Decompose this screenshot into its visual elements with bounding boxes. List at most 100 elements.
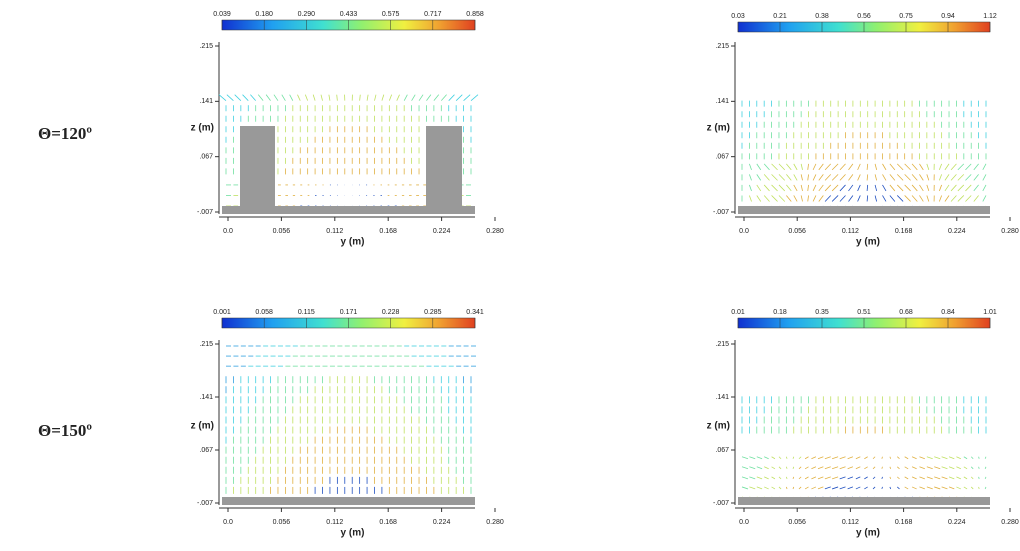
vector xyxy=(289,94,294,101)
vector xyxy=(778,486,782,490)
vector xyxy=(281,94,286,101)
vector xyxy=(798,466,802,470)
vector xyxy=(831,466,839,470)
vector xyxy=(970,486,974,490)
y-tick-label: -.007 xyxy=(713,500,729,507)
vector xyxy=(359,94,361,101)
vector xyxy=(785,486,788,490)
vector xyxy=(874,195,878,202)
vector xyxy=(793,195,798,202)
vector xyxy=(982,195,987,202)
floor xyxy=(222,497,475,505)
y-tick-label: .141 xyxy=(715,98,729,105)
vector xyxy=(756,174,762,181)
vector xyxy=(817,486,824,490)
x-tick-label: 0.056 xyxy=(273,228,291,235)
vector xyxy=(970,466,974,470)
y-tick-label: .215 xyxy=(715,341,729,348)
vector xyxy=(756,195,762,202)
vector xyxy=(855,486,861,490)
colorbar-label: 1.01 xyxy=(983,309,997,316)
vector xyxy=(957,174,965,181)
vector xyxy=(904,466,909,470)
vector xyxy=(812,195,817,202)
vector xyxy=(831,174,839,181)
vector xyxy=(812,163,817,171)
vector xyxy=(242,94,249,101)
x-tick-label: 0.280 xyxy=(1001,519,1019,526)
row-label: Θ=120º xyxy=(38,124,92,143)
vector xyxy=(403,94,408,101)
vector xyxy=(973,174,979,181)
vector xyxy=(948,456,955,460)
y-tick-label: .067 xyxy=(715,447,729,454)
panel: 0.039 0.180 0.290 0.433 0.575 0.717 0.858 .215.… xyxy=(191,11,504,248)
vector xyxy=(234,94,242,101)
vector xyxy=(818,184,824,192)
vector xyxy=(911,456,917,460)
y-tick-label: .215 xyxy=(199,43,213,50)
z-axis-label: z (m) xyxy=(191,421,214,432)
x-tick-label: 0.224 xyxy=(433,228,451,235)
vector xyxy=(982,174,987,181)
vector xyxy=(778,466,782,470)
vector xyxy=(864,486,868,490)
vector xyxy=(839,456,846,460)
vector xyxy=(948,476,955,480)
vector xyxy=(965,174,972,181)
vector xyxy=(388,94,393,101)
vector xyxy=(926,486,933,490)
vector xyxy=(866,184,869,191)
vector xyxy=(749,163,752,171)
vector xyxy=(911,163,918,171)
x-tick-label: 0.056 xyxy=(788,519,806,526)
vector xyxy=(778,174,786,181)
panel: 0.01 0.18 0.35 0.51 0.68 0.84 1.01 .215 .141 .067… xyxy=(707,309,1019,539)
vector xyxy=(824,456,831,460)
colorbar-label: 0.84 xyxy=(941,309,955,316)
colorbar-label: 0.75 xyxy=(899,13,913,20)
colorbar-label: 0.228 xyxy=(382,309,400,316)
vector xyxy=(934,486,941,490)
x-axis-label: y (m) xyxy=(856,528,880,539)
vector xyxy=(756,184,762,192)
vector xyxy=(926,456,933,460)
colorbar-label: 0.575 xyxy=(382,11,400,18)
vector xyxy=(984,456,987,459)
vector xyxy=(824,163,832,171)
vector xyxy=(919,476,925,480)
vector xyxy=(978,456,980,459)
vector xyxy=(778,184,786,192)
vector xyxy=(792,466,795,469)
vector xyxy=(956,476,961,480)
vector xyxy=(839,476,846,480)
vector xyxy=(864,466,868,470)
vector xyxy=(793,174,798,181)
colorbar-label: 0.51 xyxy=(857,309,871,316)
vector xyxy=(874,184,878,192)
vector xyxy=(848,195,854,202)
vector xyxy=(982,163,987,171)
vector xyxy=(896,174,904,181)
vector xyxy=(749,195,752,202)
vector xyxy=(226,94,234,101)
vector xyxy=(741,466,749,470)
colorbar-label: 0.18 xyxy=(773,309,787,316)
vector xyxy=(741,476,749,480)
vector xyxy=(250,94,256,101)
vector xyxy=(817,456,824,460)
vector xyxy=(785,456,788,459)
vector xyxy=(785,466,788,469)
vector xyxy=(800,163,803,170)
vector xyxy=(984,476,987,480)
colorbar-label: 0.35 xyxy=(815,309,829,316)
vector xyxy=(366,94,369,101)
vector xyxy=(944,184,950,192)
vector xyxy=(441,94,447,101)
vector xyxy=(749,456,756,460)
vector xyxy=(938,184,943,192)
vector xyxy=(904,195,911,202)
x-axis-label: y (m) xyxy=(856,237,880,248)
vector xyxy=(948,486,955,490)
vector xyxy=(982,184,987,192)
